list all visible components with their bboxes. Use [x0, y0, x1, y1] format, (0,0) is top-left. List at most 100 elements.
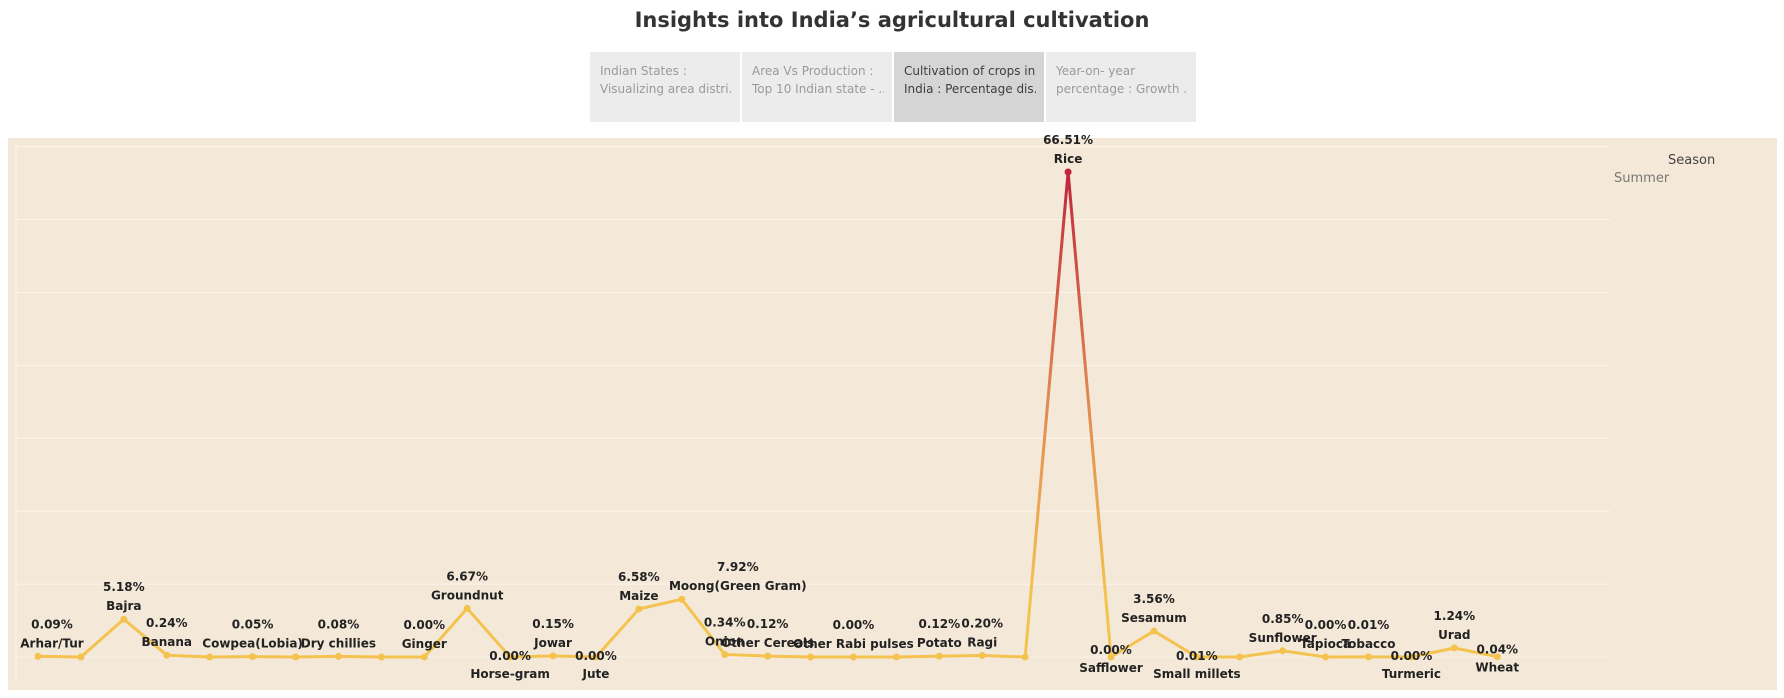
data-point[interactable] — [420, 653, 428, 661]
gridlines — [15, 140, 1610, 680]
story-navigation: Indian States : Visualizing area distri.… — [590, 52, 1196, 122]
value-label: 0.00% — [403, 618, 445, 632]
category-label: Turmeric — [1382, 667, 1441, 681]
value-label: 6.67% — [446, 569, 488, 583]
data-point[interactable] — [1450, 644, 1458, 652]
category-label: Other Rabi pulses — [793, 637, 914, 651]
legend-item-summer[interactable]: Summer — [1614, 171, 1670, 186]
data-point[interactable] — [849, 653, 857, 661]
tab-label-line2: Visualizing area distri.. — [600, 82, 732, 96]
value-label: 0.24% — [146, 616, 188, 630]
value-label: 0.85% — [1262, 612, 1304, 626]
data-point[interactable] — [506, 653, 514, 661]
category-label: Moong(Green Gram) — [669, 579, 807, 593]
data-point[interactable] — [120, 615, 128, 623]
category-label: Other Cereals — [721, 636, 814, 650]
data-point[interactable] — [635, 605, 643, 613]
value-label: 3.56% — [1133, 592, 1175, 606]
value-label: 0.12% — [747, 617, 789, 631]
dashboard-title: Insights into India’s agricultural culti… — [634, 8, 1150, 32]
data-point[interactable] — [549, 652, 557, 660]
data-point[interactable] — [1322, 653, 1330, 661]
value-label: 0.05% — [232, 618, 274, 632]
tab-cultivation-of-crops[interactable]: Cultivation of crops in India : Percenta… — [894, 52, 1044, 122]
data-point[interactable] — [1150, 627, 1158, 635]
data-point[interactable] — [463, 604, 471, 612]
category-label: Ginger — [402, 637, 447, 651]
value-label: 0.08% — [318, 617, 360, 631]
tab-area-vs-production[interactable]: Area Vs Production : Top 10 Indian state… — [742, 52, 892, 122]
data-point[interactable] — [1493, 653, 1501, 661]
value-label: 0.01% — [1348, 618, 1390, 632]
category-label: Banana — [141, 635, 192, 649]
category-label: Maize — [619, 589, 658, 603]
tab-label-line2: India : Percentage dis.. — [904, 82, 1036, 96]
data-point[interactable] — [1236, 653, 1244, 661]
category-label: Bajra — [106, 599, 141, 613]
data-point[interactable] — [163, 651, 171, 659]
value-label: 0.04% — [1476, 643, 1518, 657]
data-point[interactable] — [935, 652, 943, 660]
value-label: 0.12% — [918, 617, 960, 631]
data-point[interactable] — [1021, 653, 1029, 661]
category-label: Urad — [1438, 628, 1470, 642]
value-label: 0.00% — [489, 649, 531, 663]
tab-label-line1: Indian States : — [600, 64, 687, 78]
category-label: Groundnut — [431, 588, 504, 602]
value-label: 0.09% — [31, 617, 73, 631]
data-point[interactable] — [892, 653, 900, 661]
data-point[interactable] — [978, 652, 986, 660]
data-point[interactable] — [334, 652, 342, 660]
data-point[interactable] — [807, 653, 815, 661]
data-point[interactable] — [1193, 653, 1201, 661]
category-label: Onion — [705, 635, 745, 649]
tab-label-line2: Top 10 Indian state - .. — [752, 82, 884, 96]
value-label: 6.58% — [618, 570, 660, 584]
data-point[interactable] — [1279, 647, 1287, 655]
tab-label-line1: Cultivation of crops in — [904, 64, 1036, 78]
value-label: 1.24% — [1434, 609, 1476, 623]
category-label: Ragi — [967, 636, 997, 650]
category-label: Cowpea(Lobia) — [202, 637, 303, 651]
chart-background — [8, 138, 1777, 690]
category-label: Small millets — [1153, 667, 1241, 681]
data-point[interactable] — [1407, 653, 1415, 661]
value-label: 0.00% — [833, 618, 875, 632]
data-point[interactable] — [77, 653, 85, 661]
category-label: Jute — [582, 667, 610, 681]
data-point[interactable] — [1064, 168, 1072, 176]
tab-label-line1: Area Vs Production : — [752, 64, 874, 78]
value-label: 66.51% — [1043, 133, 1093, 147]
value-label: 0.00% — [1305, 618, 1347, 632]
data-point[interactable] — [249, 653, 257, 661]
legend-title: Season — [1668, 153, 1716, 168]
data-point[interactable] — [678, 595, 686, 603]
data-point[interactable] — [1107, 653, 1115, 661]
value-label: 0.01% — [1176, 649, 1218, 663]
data-point[interactable] — [721, 651, 729, 659]
category-label: Rice — [1054, 152, 1083, 166]
category-label: Tapioca — [1300, 637, 1351, 651]
data-point[interactable] — [34, 652, 42, 660]
tab-year-on-year[interactable]: Year-on- year percentage : Growth .. — [1046, 52, 1196, 122]
category-label: Arhar/Tur — [20, 636, 84, 650]
category-label: Safflower — [1079, 661, 1143, 675]
value-label: 7.92% — [717, 560, 759, 574]
value-label: 0.00% — [1391, 649, 1433, 663]
data-point[interactable] — [592, 653, 600, 661]
category-label: Wheat — [1475, 661, 1519, 675]
value-label: 0.00% — [575, 649, 617, 663]
category-label: Sesamum — [1121, 611, 1187, 625]
category-label: Dry chillies — [301, 636, 376, 650]
data-point[interactable] — [292, 653, 300, 661]
category-label: Horse-gram — [470, 667, 550, 681]
tab-indian-states[interactable]: Indian States : Visualizing area distri.… — [590, 52, 740, 122]
data-point[interactable] — [1365, 653, 1373, 661]
value-label: 0.34% — [704, 616, 746, 630]
data-point[interactable] — [377, 653, 385, 661]
value-label: 5.18% — [103, 580, 145, 594]
data-point[interactable] — [206, 653, 214, 661]
data-point[interactable] — [764, 652, 772, 660]
tab-label-line2: percentage : Growth .. — [1056, 82, 1188, 96]
